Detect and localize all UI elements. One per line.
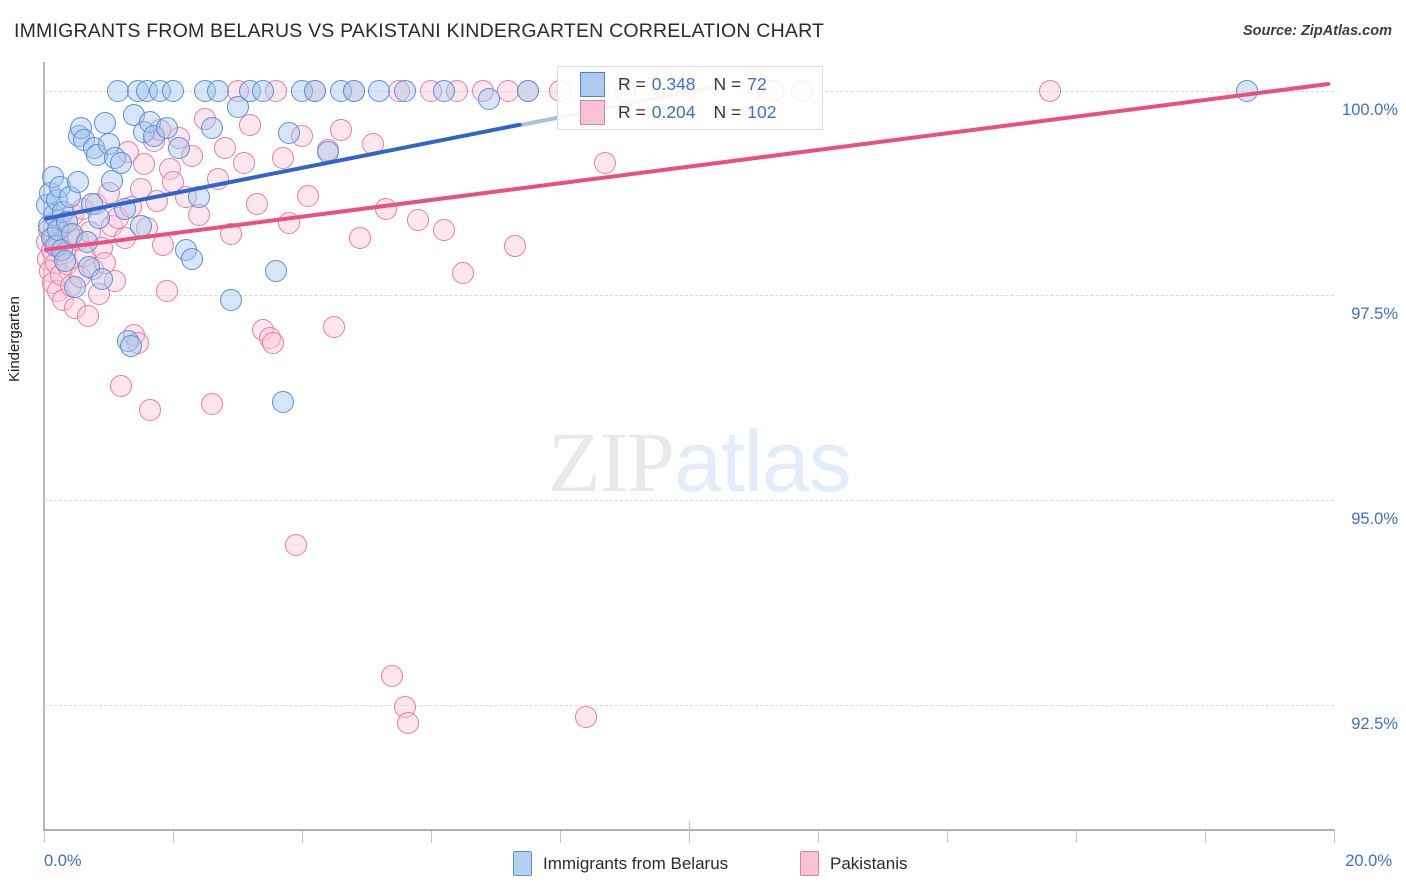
data-point — [54, 250, 77, 273]
legend-n-value-pakistanis: 102 — [747, 101, 777, 122]
data-point — [478, 87, 501, 110]
data-point — [132, 153, 155, 176]
legend-r-label-pakistanis: R = — [618, 101, 646, 122]
data-point — [261, 332, 284, 354]
data-point — [226, 96, 249, 119]
data-point — [278, 122, 301, 145]
data-point — [394, 79, 417, 102]
data-point — [297, 184, 320, 207]
x-axis-tick — [302, 831, 303, 843]
data-point — [66, 171, 89, 194]
data-point — [516, 79, 539, 102]
gridline-97.5% — [44, 295, 1334, 297]
legend-r-label-belarus: R = — [618, 73, 646, 94]
y-axis-tick-label: 95.0% — [1351, 510, 1398, 529]
gridline-95.0% — [44, 500, 1334, 502]
data-point — [342, 79, 365, 102]
x-axis-tick — [689, 821, 690, 843]
legend-item-belarus[interactable]: Immigrants from Belarus — [513, 851, 728, 876]
data-point — [100, 169, 123, 192]
legend-n-label-pakistanis: N = — [713, 101, 742, 122]
data-point — [207, 79, 230, 102]
y-axis-title: Kindergarten — [6, 296, 23, 382]
data-point — [200, 392, 223, 415]
data-point — [368, 79, 391, 102]
data-point — [139, 399, 162, 422]
gridline-92.5% — [44, 705, 1334, 707]
data-point — [284, 534, 307, 557]
data-point — [265, 259, 288, 282]
legend-r-value-belarus: 0.348 — [651, 73, 696, 94]
source-attribution: Source: ZipAtlas.com — [1242, 23, 1392, 39]
legend-swatch-belarus-bottom — [513, 851, 532, 876]
data-point — [271, 390, 294, 413]
x-axis-label-min: 0.0% — [44, 852, 82, 870]
data-point — [407, 209, 430, 232]
data-point — [349, 227, 372, 250]
data-point — [120, 335, 143, 358]
data-point — [107, 79, 130, 102]
x-axis-tick — [431, 831, 432, 843]
data-point — [503, 235, 526, 258]
data-point — [232, 151, 255, 174]
data-point — [110, 374, 133, 397]
legend-r-value-pakistanis: 0.204 — [651, 101, 696, 122]
legend-n-label-belarus: N = — [713, 73, 742, 94]
correlation-legend: R = 0.348 N = 72 R = 0.204 N = 102 — [557, 66, 823, 130]
data-point — [94, 112, 117, 135]
data-point — [432, 218, 455, 241]
y-axis-tick-label: 100.0% — [1342, 100, 1398, 119]
scatter-plot-area — [35, 62, 1334, 828]
data-point — [155, 116, 178, 139]
legend-row-belarus: R = 0.348 N = 72 — [580, 70, 767, 98]
data-point — [181, 247, 204, 270]
data-point — [63, 276, 86, 299]
data-point — [239, 114, 262, 137]
legend-item-pakistanis[interactable]: Pakistanis — [800, 851, 907, 876]
x-axis-tick — [947, 831, 948, 843]
legend-swatch-pakistanis — [580, 99, 605, 125]
x-axis-tick — [1076, 831, 1077, 843]
data-point — [110, 151, 133, 174]
data-point — [323, 315, 346, 338]
x-axis-tick — [1334, 831, 1335, 843]
data-point — [155, 280, 178, 303]
legend-row-pakistanis: R = 0.204 N = 102 — [580, 98, 776, 126]
legend-label-belarus: Immigrants from Belarus — [543, 853, 729, 873]
data-point — [200, 116, 223, 139]
legend-label-pakistanis: Pakistanis — [830, 853, 908, 873]
data-point — [168, 137, 191, 160]
data-point — [76, 304, 99, 327]
data-point — [252, 79, 275, 102]
data-point — [594, 151, 617, 174]
data-point — [574, 706, 597, 729]
data-point — [162, 79, 184, 102]
data-point — [271, 146, 294, 169]
x-axis-label-max: 20.0% — [1345, 852, 1392, 870]
y-axis-line — [43, 62, 45, 830]
data-point — [213, 137, 236, 160]
data-point — [432, 79, 455, 102]
data-point — [91, 268, 114, 291]
data-point — [329, 118, 352, 141]
y-axis-tick-label: 97.5% — [1351, 305, 1398, 324]
legend-n-value-belarus: 72 — [747, 73, 767, 94]
x-axis-tick — [44, 831, 45, 843]
data-point — [303, 79, 326, 102]
data-point — [452, 261, 475, 284]
page-title: IMMIGRANTS FROM BELARUS VS PAKISTANI KIN… — [14, 20, 825, 42]
legend-swatch-pakistanis-bottom — [800, 851, 819, 876]
data-point — [397, 712, 420, 735]
data-point — [245, 192, 268, 215]
x-axis-tick — [560, 831, 561, 843]
x-axis-tick — [818, 831, 819, 843]
x-axis-tick — [173, 831, 174, 843]
data-point — [381, 665, 404, 688]
data-point — [1039, 79, 1062, 102]
y-axis-tick-label: 92.5% — [1351, 715, 1398, 734]
data-point — [220, 288, 243, 311]
legend-swatch-belarus — [580, 71, 605, 97]
x-axis-tick — [1205, 831, 1206, 843]
